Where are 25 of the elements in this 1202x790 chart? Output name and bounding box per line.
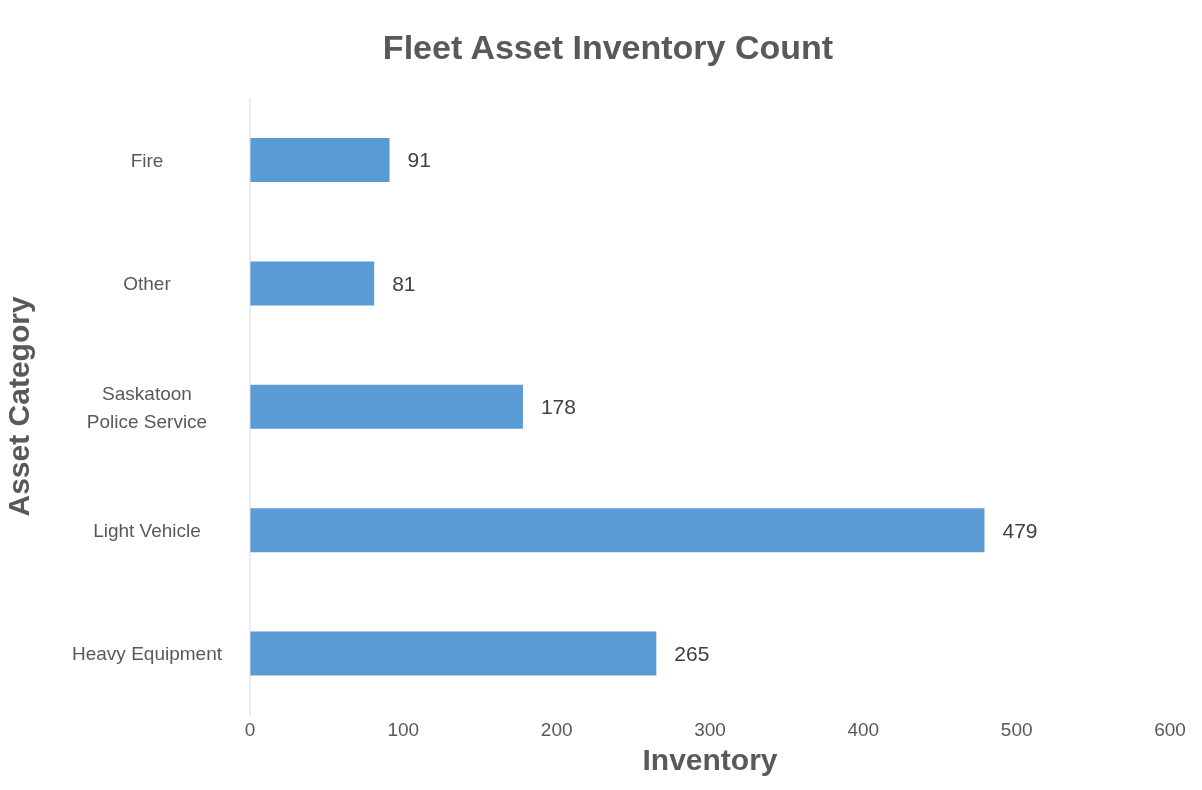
x-tick-label: 0 [244, 719, 256, 741]
data-label: 178 [540, 395, 576, 419]
x-tick-label: 500 [1000, 719, 1033, 741]
x-tick-label: 100 [387, 719, 420, 741]
y-tick-label: Light Vehicle [93, 519, 201, 541]
data-label: 265 [674, 642, 710, 666]
x-tick-label: 200 [540, 719, 573, 741]
y-tick-label: Fire [130, 149, 164, 171]
y-axis-title: Asset Category [1, 296, 35, 517]
bar [250, 261, 375, 306]
chart-title: Fleet Asset Inventory Count [381, 28, 835, 67]
bar [250, 384, 523, 429]
x-tick-label: 300 [694, 719, 726, 741]
data-label: 81 [392, 271, 416, 295]
y-tick-label: Other [123, 272, 172, 294]
data-label: 479 [1002, 518, 1038, 542]
data-label: 91 [407, 148, 431, 172]
x-axis-title: Inventory [642, 743, 778, 776]
y-tick-label: Heavy Equipment [72, 642, 223, 664]
y-tick-label: Saskatoon Police Service [86, 382, 208, 431]
x-tick-label: 600 [1154, 719, 1186, 741]
bar [250, 508, 985, 553]
bar [250, 631, 657, 676]
x-tick-label: 400 [847, 719, 880, 741]
bar [250, 138, 390, 182]
